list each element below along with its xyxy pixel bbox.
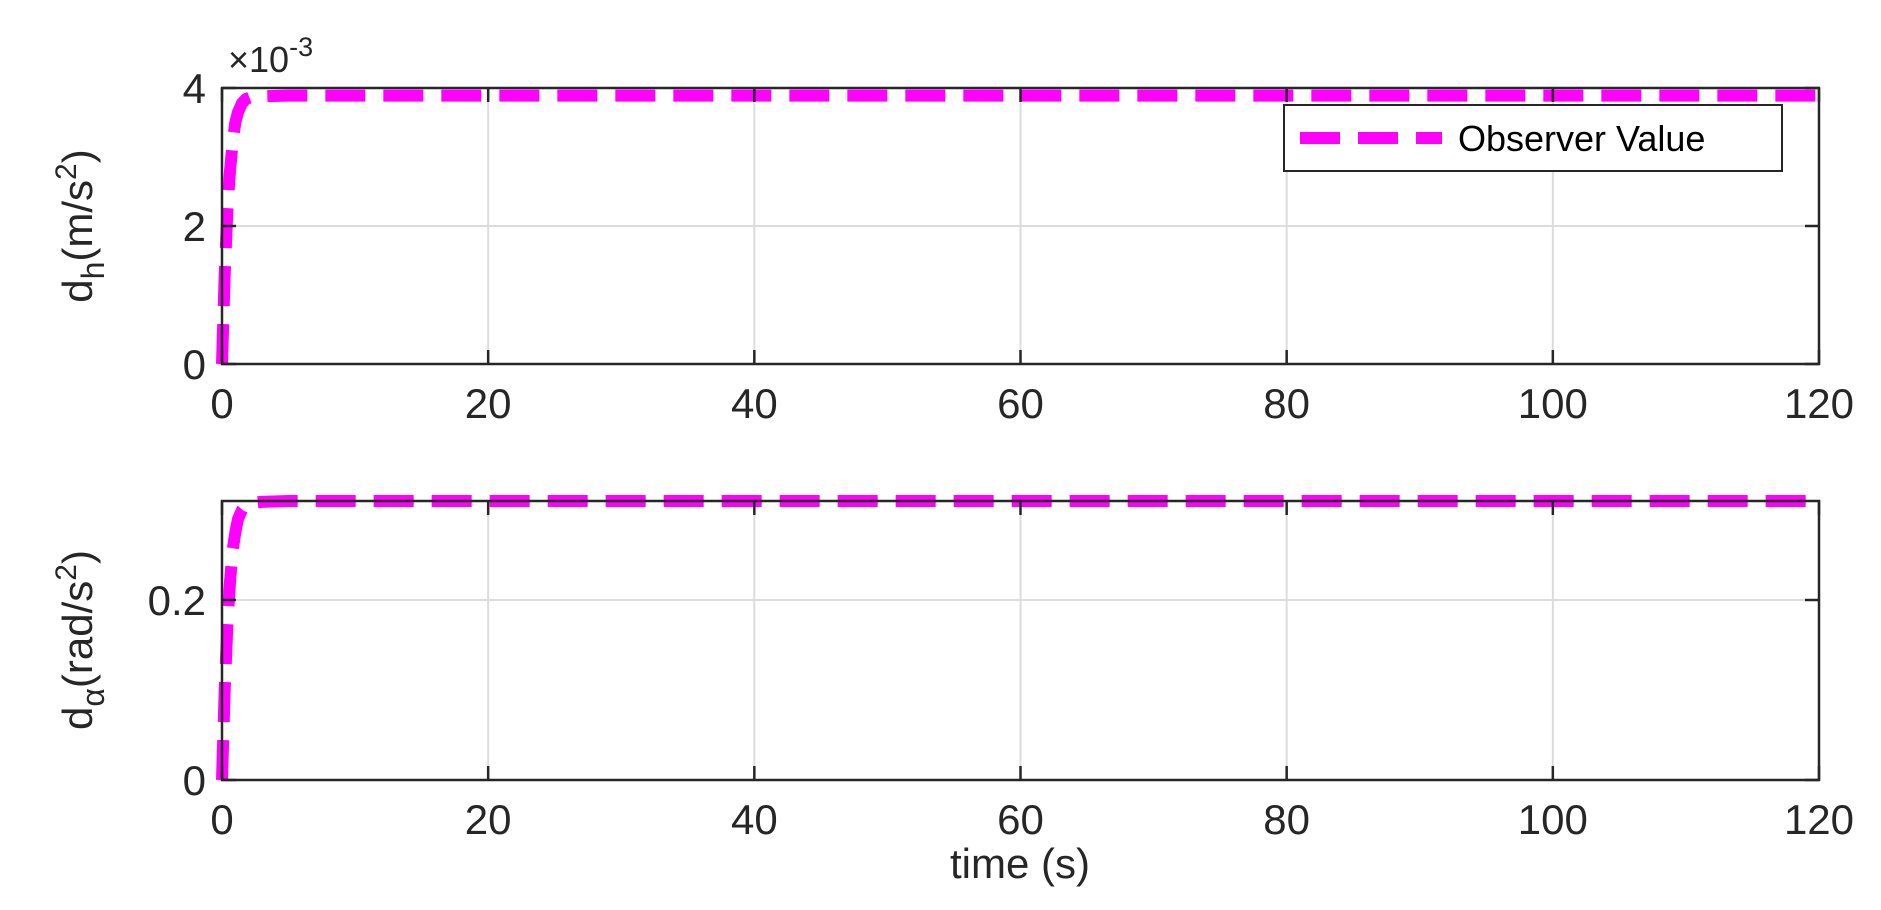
top-x-tick-label: 20 <box>465 380 512 427</box>
bottom-ticks <box>220 501 1821 782</box>
bottom-x-tick-label: 100 <box>1518 796 1588 843</box>
bottom-panel: 0 20 40 60 80 100 120 00.2 dα(rad/s2) time (s) <box>50 495 1854 887</box>
top-x-tick-label: 60 <box>997 380 1044 427</box>
top-y-label-base: d <box>54 279 101 302</box>
top-x-tick-label: 0 <box>210 380 233 427</box>
top-y-exponent-prefix: ×10 <box>228 39 289 80</box>
top-series-layer <box>216 89 1819 365</box>
bottom-grid <box>222 501 1819 780</box>
bottom-x-tick-label: 60 <box>997 796 1044 843</box>
top-y-tick-label: 4 <box>183 65 206 112</box>
bottom-x-tick-labels: 0 20 40 60 80 100 120 <box>210 796 1854 843</box>
top-x-tick-label: 80 <box>1263 380 1310 427</box>
top-panel: 0 20 40 60 80 100 120 024 ×10-3 dh(m/s2) Obser… <box>50 32 1854 427</box>
top-y-exponent-power: -3 <box>289 32 313 62</box>
top-x-tick-labels: 0 20 40 60 80 100 120 <box>210 380 1854 427</box>
top-y-tick-labels: 0 2 4 <box>183 65 206 388</box>
top-y-label-close: ) <box>54 149 101 163</box>
legend-entry-observer-value: Observer Value <box>1458 118 1705 159</box>
bottom-x-tick-label: 120 <box>1784 796 1854 843</box>
bottom-x-tick-label: 80 <box>1263 796 1310 843</box>
bottom-y-label-power: 2 <box>50 564 83 581</box>
bottom-y-axis-label: dα(rad/s2) <box>50 550 111 730</box>
bottom-y-label-close: ) <box>54 550 101 564</box>
bottom-y-tick-label: 0.2 <box>148 577 206 624</box>
legend: Observer Value <box>1283 104 1783 172</box>
top-y-exponent: ×10-3 <box>228 32 313 80</box>
top-series-line-1 <box>216 89 1819 365</box>
bottom-x-tick-label: 0 <box>210 796 233 843</box>
bottom-x-axis-label: time (s) <box>950 840 1090 887</box>
top-y-tick-label: 2 <box>183 203 206 250</box>
bottom-y-label-subscript: α <box>75 688 111 707</box>
bottom-x-tick-label: 20 <box>465 796 512 843</box>
top-y-axis-label: dh(m/s2) <box>50 149 111 303</box>
top-x-tick-label: 120 <box>1784 380 1854 427</box>
bottom-y-label-unit: (rad/s <box>54 581 101 688</box>
bottom-y-label-base: d <box>54 707 101 730</box>
top-y-label-unit: (m/s <box>54 180 101 262</box>
top-y-label-power: 2 <box>50 163 83 180</box>
bottom-y-tick-label: 0 <box>183 757 206 804</box>
bottom-y-tick-labels: 00.2 <box>148 577 206 804</box>
top-y-tick-label: 0 <box>183 341 206 388</box>
top-x-tick-label: 40 <box>731 380 778 427</box>
top-ticks <box>220 86 1821 366</box>
top-y-label-subscript: h <box>75 262 111 280</box>
top-x-tick-label: 100 <box>1518 380 1588 427</box>
bottom-x-tick-label: 40 <box>731 796 778 843</box>
